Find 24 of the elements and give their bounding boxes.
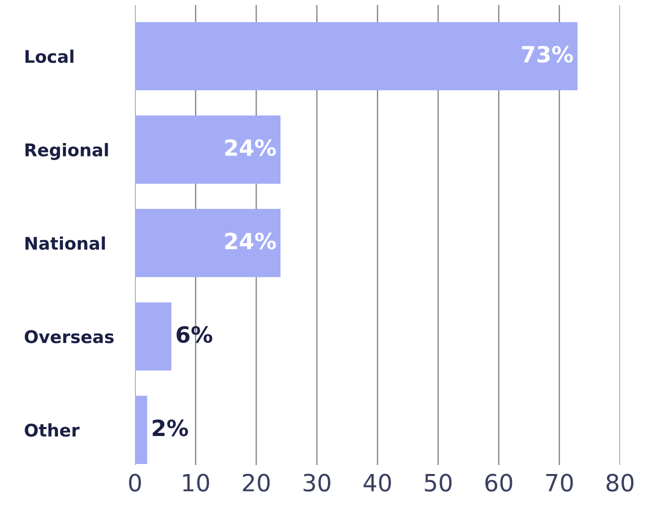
data-label: 2% (152, 420, 188, 436)
data-label: 24% (225, 139, 276, 156)
x-tick-label: 50 (424, 474, 452, 492)
y-tick-label: Overseas (24, 330, 114, 344)
data-label: 73% (522, 46, 573, 63)
y-tick-label: Other (24, 423, 80, 437)
x-tick-label: 60 (485, 474, 512, 492)
x-tick-label: 10 (183, 474, 210, 492)
bar (135, 302, 172, 371)
data-label: 24% (225, 232, 276, 250)
y-tick-label: National (25, 236, 105, 250)
bar (135, 116, 280, 184)
x-tick-label: 20 (242, 474, 270, 492)
x-tick-label: 70 (546, 474, 573, 492)
x-tick-label: 80 (606, 474, 634, 492)
bar (135, 208, 280, 278)
x-tick-label: 40 (364, 474, 391, 492)
y-tick-label: Local (25, 50, 74, 64)
bar (135, 22, 578, 90)
bar (135, 396, 148, 464)
x-tick-label: 0 (129, 474, 141, 492)
x-tick-label: 30 (304, 474, 330, 492)
data-label: 6% (176, 326, 212, 343)
y-tick-label: Regional (25, 143, 108, 160)
